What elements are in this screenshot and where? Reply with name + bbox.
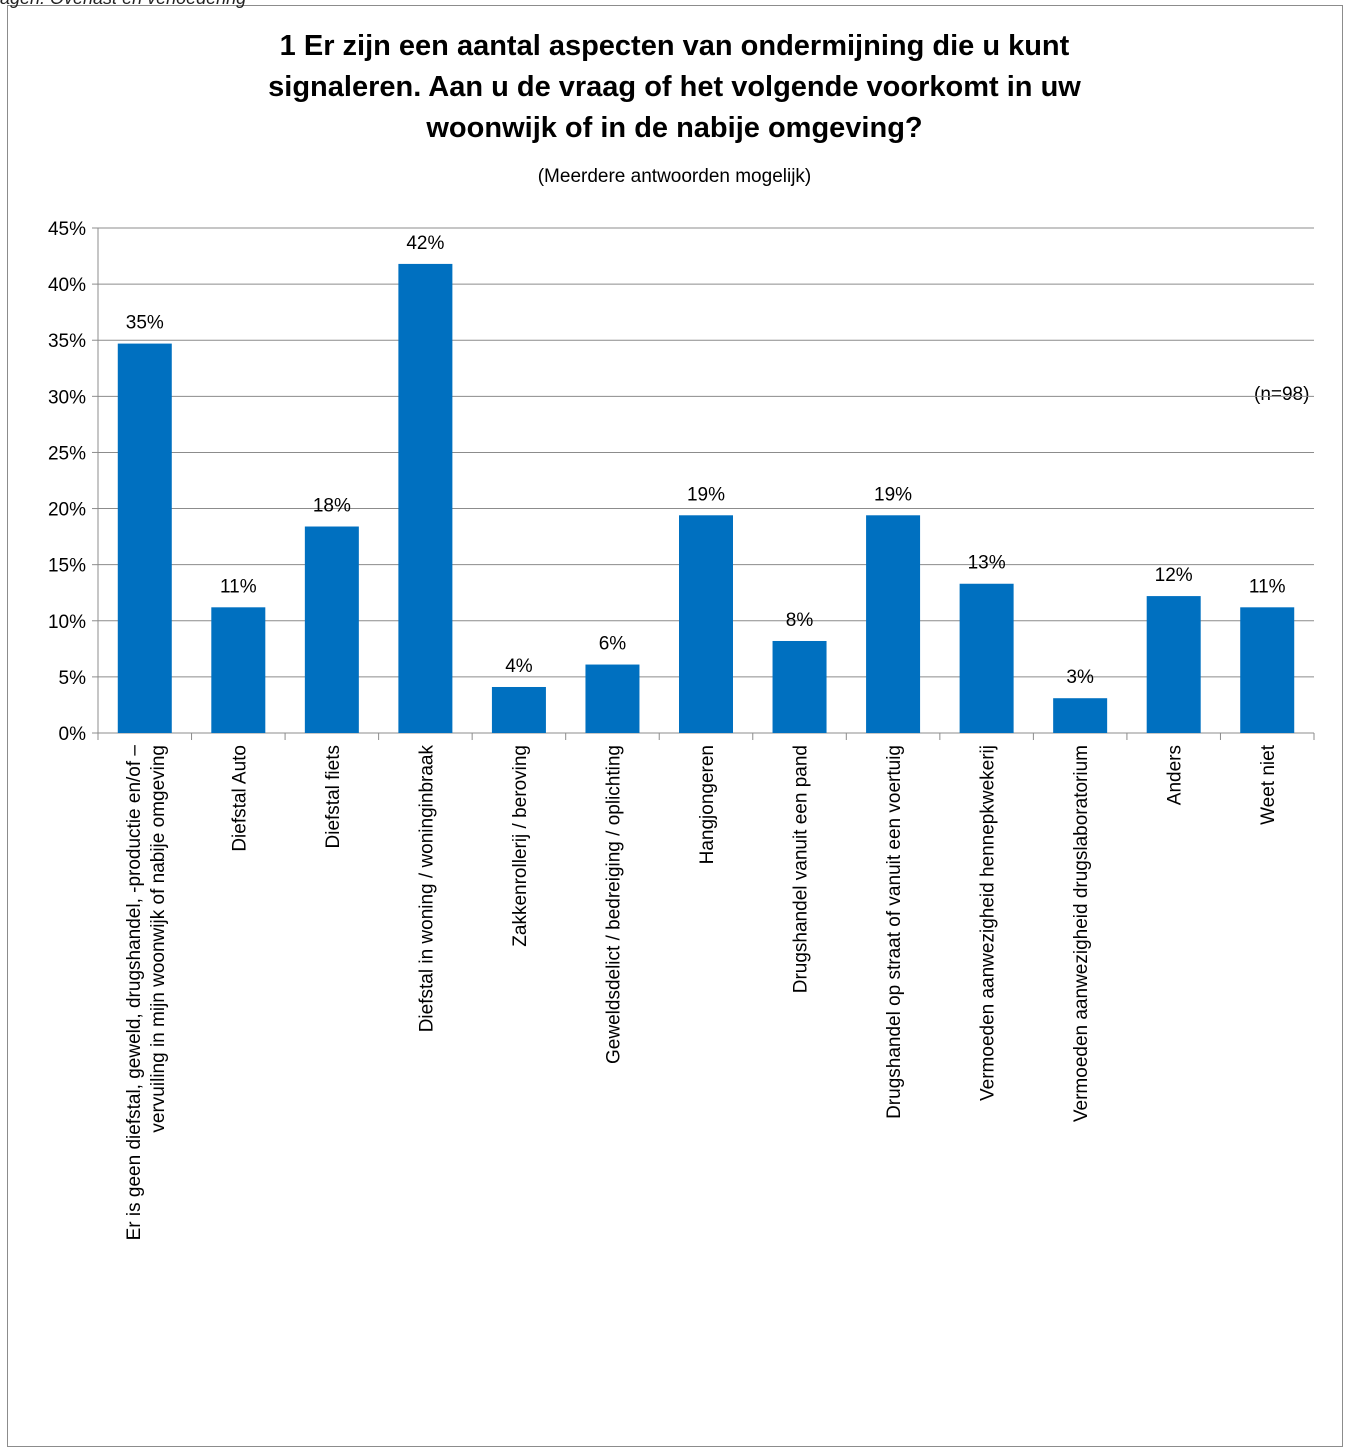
data-label: 19% [687,484,725,505]
category-label: Drugshandel vanuit een pand [791,745,812,993]
data-label: 3% [1066,667,1094,688]
y-tick-label: 35% [48,331,86,352]
y-tick-label: 15% [48,556,86,577]
data-label: 13% [968,553,1006,574]
category-label: Geweldsdelict / bedreiging / oplichting [603,745,624,1064]
bar [772,640,827,733]
chart-subtitle: (Meerdere antwoorden mogelijk) [537,166,812,187]
bar [959,583,1014,733]
y-tick-label: 45% [48,219,86,240]
category-label: Zakkenrollerij / beroving [510,745,531,947]
data-label: 11% [1249,576,1286,597]
y-tick-label: 30% [48,387,86,408]
category-label: Er is geen diefstal, geweld, drugshandel… [124,745,145,1241]
bar [491,686,546,733]
data-label: 6% [599,634,627,655]
bar [304,526,359,733]
category-label: Diefstal in woning / woninginbraak [416,745,437,1033]
header-clip: agen: Overlast en verloedering [0,0,246,9]
data-label: 11% [220,576,257,597]
bar [1240,607,1295,733]
data-label: 35% [126,313,164,334]
category-label: vervuiling in mijn woonwijk of nabije om… [148,745,169,1133]
bar [1053,698,1108,733]
title-line-2: signaleren. Aan u de vraag of het volgen… [268,71,1081,103]
y-tick-label: 5% [59,668,87,689]
category-label: Anders [1165,745,1186,805]
category-label: Weet niet [1258,744,1279,825]
y-tick-label: 40% [48,275,86,296]
y-tick-label: 0% [59,724,87,745]
y-tick-label: 25% [48,443,86,464]
bar [211,607,266,733]
category-label: Diefstal fiets [323,745,344,848]
bar [866,515,921,733]
category-label: Vermoeden aanwezigheid hennepkwekerij [978,745,999,1101]
data-label: 42% [406,233,444,254]
bar [585,664,640,733]
title-line-1: 1 Er zijn een aantal aspecten van onderm… [279,30,1070,62]
bar [117,343,172,733]
data-label: 19% [874,484,912,505]
data-label: 4% [505,656,533,677]
chart-title: 1 Er zijn een aantal aspecten van onderm… [0,26,1349,149]
sample-size-annotation: (n=98) [1254,384,1310,405]
data-label: 12% [1155,565,1193,586]
category-label: Hangjongeren [697,745,718,864]
bar [398,263,453,733]
y-tick-label: 20% [48,500,86,521]
title-line-3: woonwijk of in de nabije omgeving? [426,112,923,144]
category-label: Vermoeden aanwezigheid drugslaboratorium [1071,745,1092,1122]
category-label: Diefstal Auto [229,745,250,852]
y-tick-label: 10% [48,612,86,633]
bar [1146,596,1201,733]
bar [679,515,733,733]
category-label: Drugshandel op straat of vanuit een voer… [884,745,905,1119]
data-label: 18% [313,496,351,517]
data-label: 8% [786,610,814,631]
